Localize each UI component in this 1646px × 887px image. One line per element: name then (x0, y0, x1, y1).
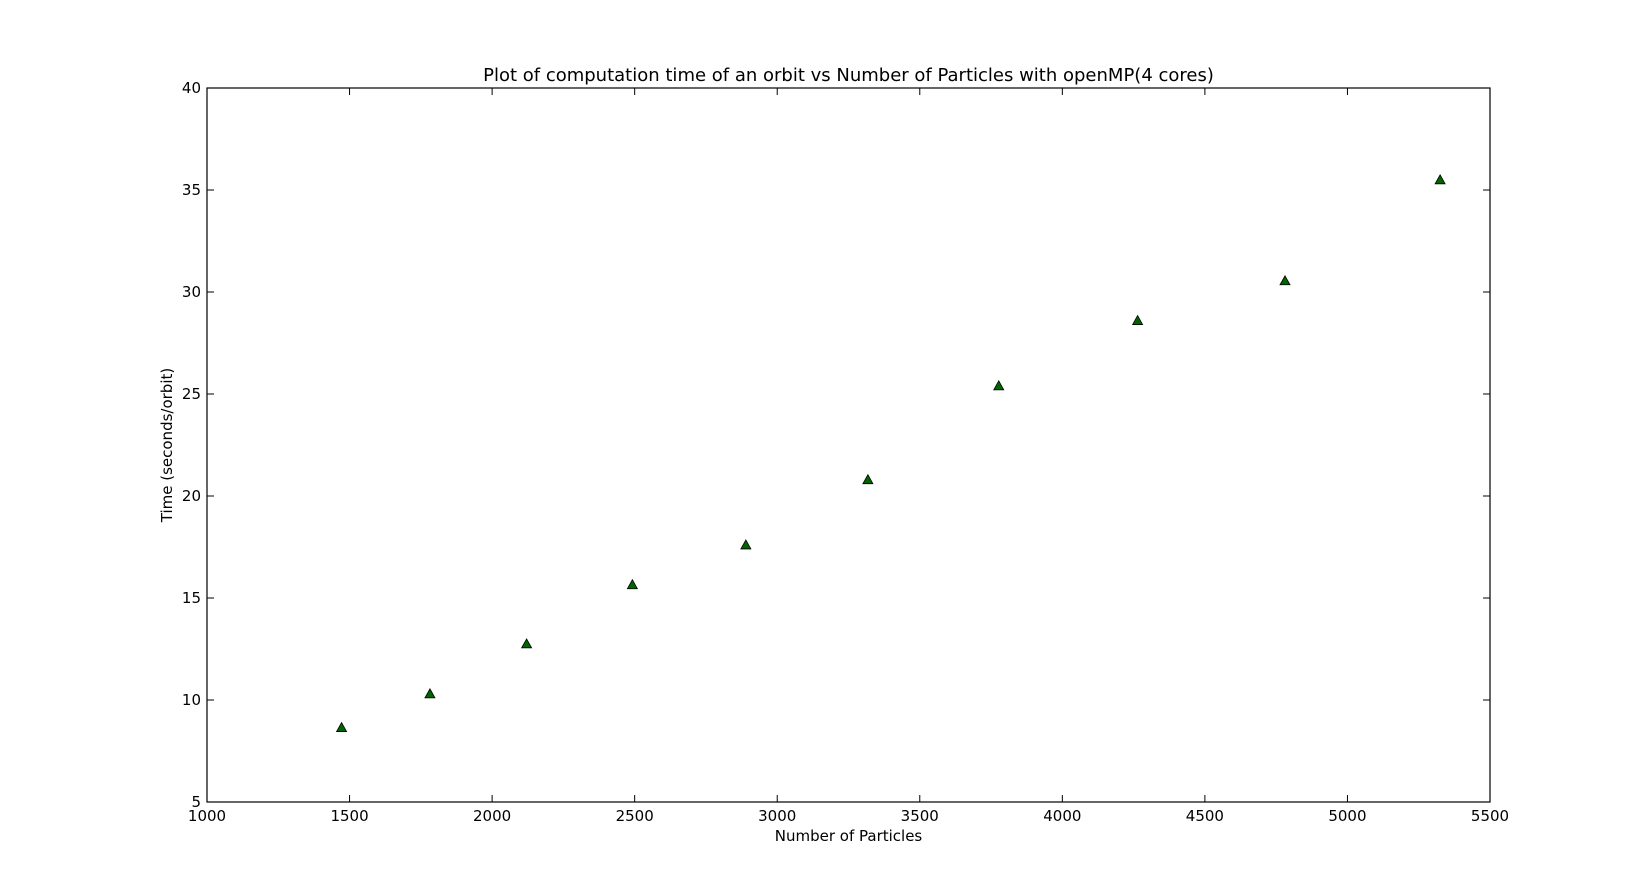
data-points (335, 173, 1446, 732)
x-tick-label: 4500 (1186, 807, 1224, 825)
x-tick-label: 2000 (473, 807, 511, 825)
axis-ticks (206, 87, 1491, 803)
data-point (626, 578, 639, 590)
y-tick-label: 10 (182, 691, 201, 709)
data-point (335, 721, 348, 732)
chart-title: Plot of computation time of an orbit vs … (483, 65, 1214, 86)
y-axis-title: Time (seconds/orbit) (158, 368, 176, 523)
data-point (1131, 314, 1144, 325)
data-point (740, 539, 752, 550)
y-tick-label: 40 (182, 79, 201, 97)
x-tick-label: 2500 (616, 807, 654, 825)
data-point (1434, 173, 1446, 185)
y-tick-label: 20 (182, 487, 201, 505)
axis-tick-labels: 1000 1500 2000 2500 3000 3500 4000 4500 5000 5500… (182, 79, 1509, 825)
data-point (520, 638, 533, 649)
plot-area-frame (206, 87, 1491, 803)
y-tick-label: 25 (182, 385, 201, 403)
data-point (1279, 274, 1291, 286)
x-axis-title: Number of Particles (775, 827, 923, 845)
x-tick-label: 4000 (1043, 807, 1081, 825)
x-tick-label: 3500 (901, 807, 939, 825)
x-tick-label: 5000 (1328, 807, 1366, 825)
data-point (862, 473, 874, 485)
data-point (993, 380, 1005, 391)
x-tick-label: 1000 (188, 807, 226, 825)
y-tick-label: 15 (182, 589, 201, 607)
y-tick-label: 5 (191, 793, 201, 811)
data-point (424, 688, 436, 699)
y-tick-label: 30 (182, 283, 201, 301)
x-tick-label: 5500 (1471, 807, 1509, 825)
y-tick-label: 35 (182, 181, 201, 199)
x-tick-label: 3000 (758, 807, 796, 825)
x-tick-label: 1500 (330, 807, 368, 825)
